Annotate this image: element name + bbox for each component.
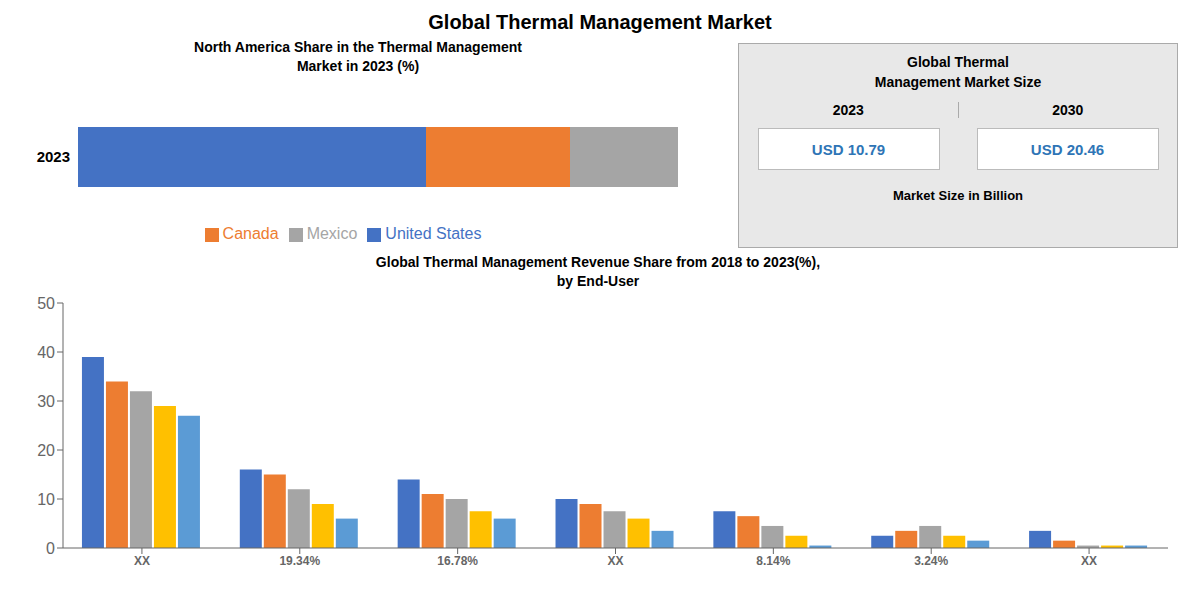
svg-text:40: 40 bbox=[37, 344, 55, 361]
html-text:United States: United States bbox=[385, 225, 482, 242]
svg-text:20: 20 bbox=[37, 442, 55, 459]
svg-text:16.78%: 16.78% bbox=[437, 554, 478, 568]
svg-text:2023: 2023 bbox=[37, 148, 70, 165]
html-text:Market in 2023 (%): Market in 2023 (%) bbox=[296, 58, 420, 74]
html-text:by End-User: by End-User bbox=[556, 273, 640, 289]
svg-text:3.24%: 3.24% bbox=[914, 554, 948, 568]
svg-text:XX: XX bbox=[1081, 554, 1097, 568]
html-text:North America Share in the The: North America Share in the Thermal Manag… bbox=[194, 39, 522, 55]
html-text:Global Thermal Management Mark: Global Thermal Management Market bbox=[428, 11, 772, 33]
svg-text:0: 0 bbox=[46, 540, 55, 557]
html-text:2023: 2023 bbox=[832, 102, 864, 118]
html-text:Global Thermal Management Reve: Global Thermal Management Revenue Share … bbox=[375, 254, 821, 270]
svg-text:XX: XX bbox=[134, 554, 150, 568]
svg-text:8.14%: 8.14% bbox=[756, 554, 790, 568]
html-text:Global Thermal: Global Thermal bbox=[907, 54, 1009, 70]
svg-text:30: 30 bbox=[37, 393, 55, 410]
svg-text:XX: XX bbox=[607, 554, 623, 568]
svg-text:10: 10 bbox=[37, 491, 55, 508]
html-text:Market Size in Billion: Market Size in Billion bbox=[893, 188, 1023, 203]
svg-text:19.34%: 19.34% bbox=[279, 554, 320, 568]
html-text:Mexico: Mexico bbox=[306, 225, 358, 242]
html-text:Canada: Canada bbox=[222, 225, 279, 242]
svg-text:50: 50 bbox=[37, 295, 55, 312]
html-text:USD 10.79: USD 10.79 bbox=[811, 140, 886, 158]
html-text:Management Market Size: Management Market Size bbox=[874, 74, 1042, 90]
html-text:2030: 2030 bbox=[1052, 102, 1084, 118]
html-text:USD 20.46: USD 20.46 bbox=[1030, 140, 1105, 158]
